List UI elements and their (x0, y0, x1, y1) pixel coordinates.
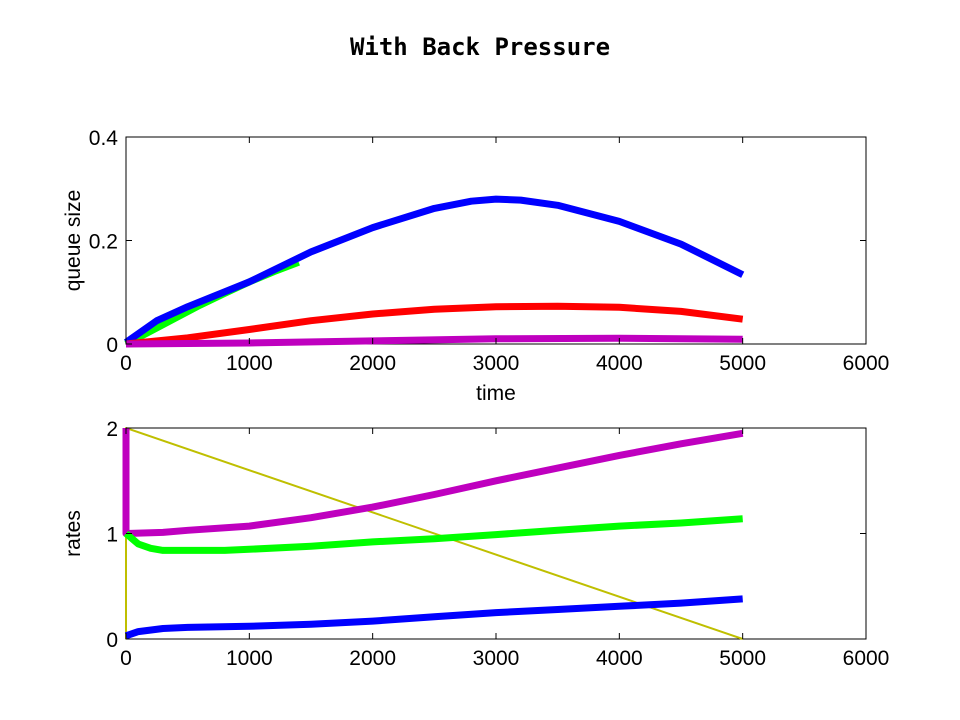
rates-xtick-label: 1000 (226, 647, 273, 670)
rates-ytick-label: 1 (106, 524, 118, 547)
queue-size-axes-box (125, 136, 867, 345)
queue-size-ytick-label: 0 (106, 334, 118, 357)
queue-size-series-2-line (123, 195, 745, 346)
queue-size-ylabel: queue size (62, 190, 85, 292)
rates-plot: 0 1000 2000 3000 4000 5000 6000 0 1 2 rates (62, 418, 889, 670)
queue-size-series-group (123, 195, 745, 348)
rates-xtick-label: 2000 (349, 647, 396, 670)
queue-size-xtick-label: 3000 (473, 352, 520, 375)
rates-series-4-line (124, 595, 743, 640)
queue-size-xtick-label: 1000 (226, 352, 273, 375)
rates-xtick-label: 3000 (473, 647, 520, 670)
queue-size-plot: 0 1000 2000 3000 4000 5000 6000 0 0.2 0.4 time queu… (62, 127, 889, 405)
queue-size-ytick-label: 0.4 (89, 127, 119, 150)
rates-xtick-label: 0 (120, 647, 132, 670)
queue-size-ytick-label: 0.2 (89, 231, 118, 254)
queue-size-xtick-label: 6000 (843, 352, 890, 375)
rates-series-2-line (122, 428, 744, 537)
queue-size-xtick-label: 5000 (719, 352, 766, 375)
rates-ytick-label: 2 (106, 418, 118, 441)
figure-title: With Back Pressure (350, 33, 610, 61)
rates-ytick-label: 0 (106, 629, 118, 652)
rates-xtick-label: 4000 (596, 647, 643, 670)
rates-xtick-label: 6000 (843, 647, 890, 670)
queue-size-xtick-label: 4000 (596, 352, 643, 375)
rates-ylabel: rates (62, 510, 85, 557)
queue-size-xtick-label: 0 (120, 352, 132, 375)
queue-size-series-3-line (125, 302, 744, 348)
rates-series-3-line (123, 515, 743, 554)
queue-size-series-4-line (125, 334, 743, 348)
queue-size-xtick-label: 2000 (349, 352, 396, 375)
rates-xtick-label: 5000 (719, 647, 766, 670)
queue-size-xlabel: time (476, 382, 516, 405)
